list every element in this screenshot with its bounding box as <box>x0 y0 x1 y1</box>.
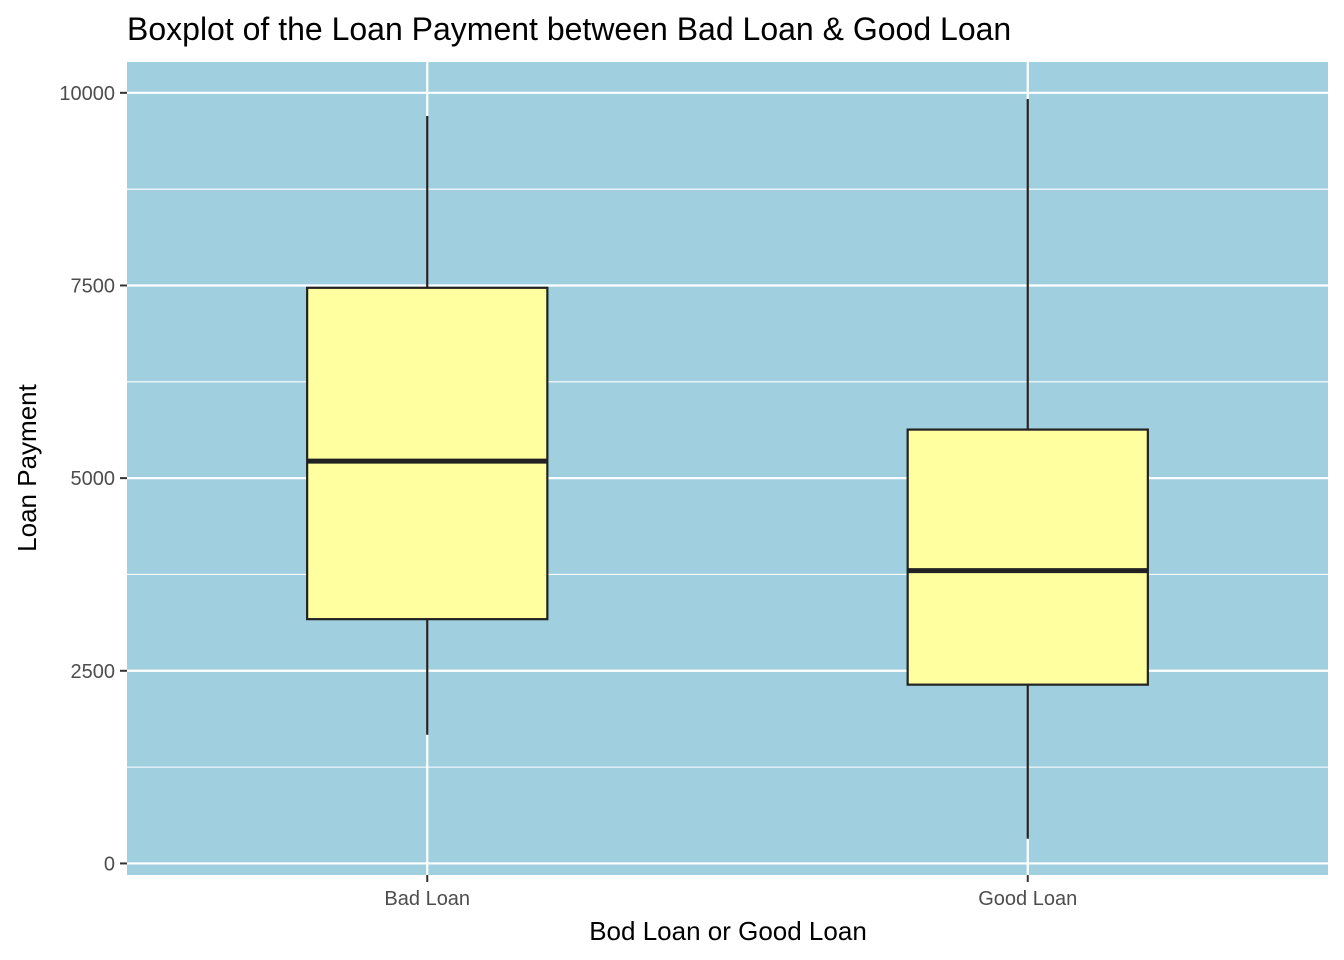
box-body <box>306 286 549 621</box>
chart-title: Boxplot of the Loan Payment between Bad … <box>127 11 1011 47</box>
y-tick-label: 10000 <box>59 83 115 105</box>
x-tick-label: Bad Loan <box>384 888 470 910</box>
y-axis-title: Loan Payment <box>12 383 42 551</box>
x-tick-label: Good Loan <box>978 888 1077 910</box>
box-body <box>906 428 1149 686</box>
box-good-loan <box>906 98 1149 839</box>
y-tick-label: 5000 <box>71 468 116 490</box>
axis-ticks: 0 2500 5000 7500 10000 Bad Loan Good Loan <box>59 83 1077 910</box>
y-tick-label: 2500 <box>71 661 116 683</box>
x-axis-title: Bod Loan or Good Loan <box>589 916 867 946</box>
y-tick-label: 0 <box>104 853 115 875</box>
box-bad-loan <box>306 115 549 735</box>
y-tick-label: 7500 <box>71 275 116 297</box>
boxes <box>306 98 1149 839</box>
